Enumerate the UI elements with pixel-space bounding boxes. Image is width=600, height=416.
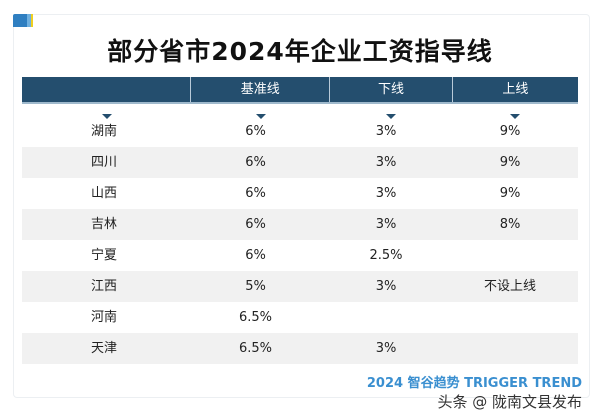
region-cell: 天津 xyxy=(90,341,117,356)
base-cell: 6.5% xyxy=(238,341,273,356)
low-cell: 2.5% xyxy=(369,248,403,263)
column-header-region xyxy=(22,77,190,102)
table-header: 基准线 下线 上线 xyxy=(22,77,578,104)
region-cell: 山西 xyxy=(90,186,117,201)
table-row: 山西 6% 3% 9% xyxy=(22,178,578,209)
high-cell: 9% xyxy=(499,124,521,139)
table-row: 吉林 6% 3% 8% xyxy=(22,209,578,240)
low-cell: 3% xyxy=(375,279,397,294)
high-cell xyxy=(447,240,573,271)
corner-tag-icon xyxy=(13,14,33,27)
region-cell: 吉林 xyxy=(90,217,117,232)
high-cell: 9% xyxy=(499,186,521,201)
region-cell: 江西 xyxy=(90,279,117,294)
base-cell: 6% xyxy=(245,155,266,170)
low-cell: 3% xyxy=(375,341,397,356)
table-row: 河南 6.5% xyxy=(22,302,578,333)
table-row: 四川 6% 3% 9% xyxy=(22,147,578,178)
region-cell: 宁夏 xyxy=(90,248,117,263)
table-row: 宁夏 6% 2.5% xyxy=(22,240,578,271)
watermark: 2024 智谷趋势 TRIGGER TREND 头条 @ 陇南文县发布 xyxy=(367,372,582,412)
triangle-down-icon xyxy=(386,114,396,119)
high-cell xyxy=(447,302,573,333)
base-cell: 5% xyxy=(245,279,266,294)
region-cell: 河南 xyxy=(90,310,117,325)
watermark-source: 头条 @ 陇南文县发布 xyxy=(437,393,582,411)
table-row: 江西 5% 3% 不设上线 xyxy=(22,271,578,302)
high-cell: 不设上线 xyxy=(483,279,536,294)
table-row: 天津 6.5% 3% xyxy=(22,333,578,364)
high-cell xyxy=(447,333,573,364)
low-cell: 3% xyxy=(375,186,397,201)
table-body: 湖南 6% 3% 9% 四川 6% 3% 9% 山西 6% 3% 9% 吉林 6% 3% 8% 宁夏 6% 2.5%… xyxy=(22,116,578,364)
table-row: 湖南 6% 3% 9% xyxy=(22,116,578,147)
high-cell: 8% xyxy=(499,217,521,232)
low-cell xyxy=(325,302,447,333)
low-cell: 3% xyxy=(375,155,397,170)
base-cell: 6% xyxy=(245,186,266,201)
column-header-high: 上线 xyxy=(451,77,578,102)
region-cell: 四川 xyxy=(90,155,117,170)
low-cell: 3% xyxy=(375,217,397,232)
low-cell: 3% xyxy=(375,124,397,139)
base-cell: 6% xyxy=(245,248,266,263)
triangle-down-icon xyxy=(510,114,520,119)
triangle-down-icon xyxy=(101,114,112,119)
high-cell: 9% xyxy=(499,155,521,170)
column-header-base: 基准线 xyxy=(190,77,329,102)
page-title: 部分省市2024年企业工资指导线 xyxy=(107,37,493,66)
watermark-brand: 2024 智谷趋势 TRIGGER TREND xyxy=(366,376,582,391)
region-cell: 湖南 xyxy=(90,124,117,139)
base-cell: 6% xyxy=(245,124,266,139)
triangle-down-icon xyxy=(255,114,266,119)
column-header-low: 下线 xyxy=(329,77,451,102)
base-cell: 6.5% xyxy=(238,310,273,325)
base-cell: 6% xyxy=(245,217,266,232)
